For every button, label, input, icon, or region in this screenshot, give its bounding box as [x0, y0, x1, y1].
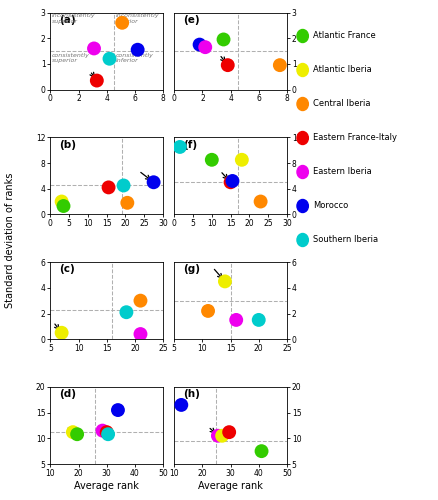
Text: Eastern Iberia: Eastern Iberia [313, 168, 372, 176]
Point [105, 184, 112, 192]
Text: consistently
inferior: consistently inferior [116, 52, 154, 64]
Text: (e): (e) [183, 15, 200, 25]
Text: Atlantic France: Atlantic France [313, 32, 376, 40]
Point [134, 46, 141, 54]
Point [124, 199, 131, 207]
Point [226, 428, 233, 436]
Point [123, 308, 130, 316]
Point [106, 54, 113, 62]
Text: (c): (c) [60, 264, 75, 274]
Text: inconsistently
superior: inconsistently superior [52, 14, 95, 24]
Point [105, 430, 112, 438]
Point [257, 198, 264, 205]
Text: inconsistently
inferior: inconsistently inferior [116, 14, 159, 24]
Point [196, 40, 203, 48]
Point [137, 296, 144, 304]
Point [238, 156, 245, 164]
Point [74, 430, 81, 438]
Point [60, 202, 67, 210]
Point [114, 406, 121, 414]
Text: (a): (a) [60, 15, 76, 25]
Point [58, 198, 65, 205]
Point [215, 432, 222, 440]
Point [150, 178, 157, 186]
Point [178, 401, 185, 409]
Text: (f): (f) [183, 140, 198, 149]
Text: Eastern France-Italy: Eastern France-Italy [313, 134, 397, 142]
Point [91, 44, 98, 52]
Point [93, 76, 100, 84]
Text: (h): (h) [183, 390, 200, 400]
Text: consistently
superior: consistently superior [52, 52, 89, 64]
Text: (b): (b) [60, 140, 76, 149]
Point [99, 426, 106, 434]
Point [69, 428, 76, 436]
X-axis label: Average rank: Average rank [74, 480, 139, 490]
X-axis label: Average rank: Average rank [198, 480, 263, 490]
Point [224, 61, 231, 69]
Point [103, 428, 110, 436]
Text: (g): (g) [183, 264, 200, 274]
Point [119, 19, 126, 27]
Point [58, 329, 65, 337]
Point [120, 182, 127, 190]
Point [255, 316, 262, 324]
Point [220, 36, 227, 44]
Text: (d): (d) [60, 390, 76, 400]
Text: Morocco: Morocco [313, 202, 348, 210]
Point [233, 316, 240, 324]
Text: Standard deviation of ranks: Standard deviation of ranks [5, 172, 14, 308]
Text: Southern Iberia: Southern Iberia [313, 236, 378, 244]
Point [229, 177, 236, 185]
Text: Atlantic Iberia: Atlantic Iberia [313, 66, 372, 74]
Point [222, 278, 229, 285]
Point [177, 143, 184, 151]
Point [258, 447, 265, 455]
Text: Central Iberia: Central Iberia [313, 100, 371, 108]
Point [276, 61, 283, 69]
Point [205, 307, 212, 315]
Point [202, 43, 209, 51]
Point [137, 330, 144, 338]
Point [208, 156, 215, 164]
Point [219, 432, 226, 440]
Point [227, 178, 234, 186]
